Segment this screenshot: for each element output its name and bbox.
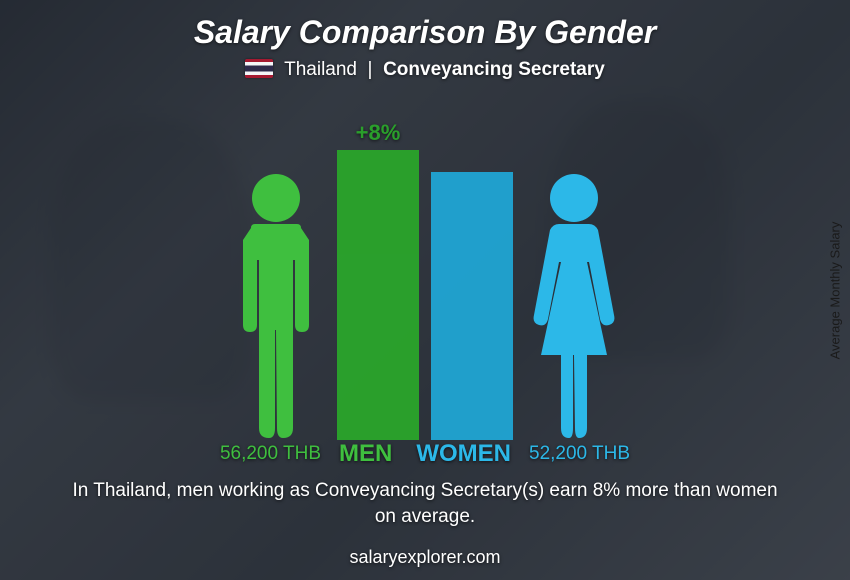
female-gender-label: WOMEN — [416, 440, 511, 468]
y-axis-label-wrap: Average Monthly Salary — [820, 0, 850, 580]
pct-diff-label: +8% — [356, 120, 401, 146]
female-person-icon — [519, 170, 629, 440]
female-bar — [431, 172, 513, 440]
male-person-icon — [221, 170, 331, 440]
female-icon-column — [519, 170, 629, 440]
labels-row: 56,200 THB MEN WOMEN 52,200 THB — [0, 440, 850, 468]
female-label-block: WOMEN 52,200 THB — [416, 440, 630, 468]
description-text: In Thailand, men working as Conveyancing… — [60, 478, 790, 529]
country-label: Thailand — [284, 59, 357, 80]
thailand-flag-icon — [245, 59, 273, 78]
male-label-block: 56,200 THB MEN — [220, 440, 392, 468]
male-gender-label: MEN — [339, 440, 392, 468]
male-group: +8% — [221, 150, 425, 440]
male-salary: 56,200 THB — [220, 443, 321, 465]
subtitle: Thailand | Conveyancing Secretary — [0, 59, 850, 81]
separator: | — [362, 59, 383, 80]
male-bar: +8% — [337, 150, 419, 440]
site-credit: salaryexplorer.com — [0, 547, 850, 568]
y-axis-label: Average Monthly Salary — [828, 221, 843, 359]
job-title-label: Conveyancing Secretary — [383, 59, 605, 80]
female-salary: 52,200 THB — [529, 443, 630, 465]
female-group — [425, 170, 629, 440]
content-layer: Salary Comparison By Gender Thailand | C… — [0, 0, 850, 580]
main-title: Salary Comparison By Gender — [0, 0, 850, 51]
chart-area: +8% — [0, 100, 850, 440]
male-icon-column — [221, 170, 331, 440]
